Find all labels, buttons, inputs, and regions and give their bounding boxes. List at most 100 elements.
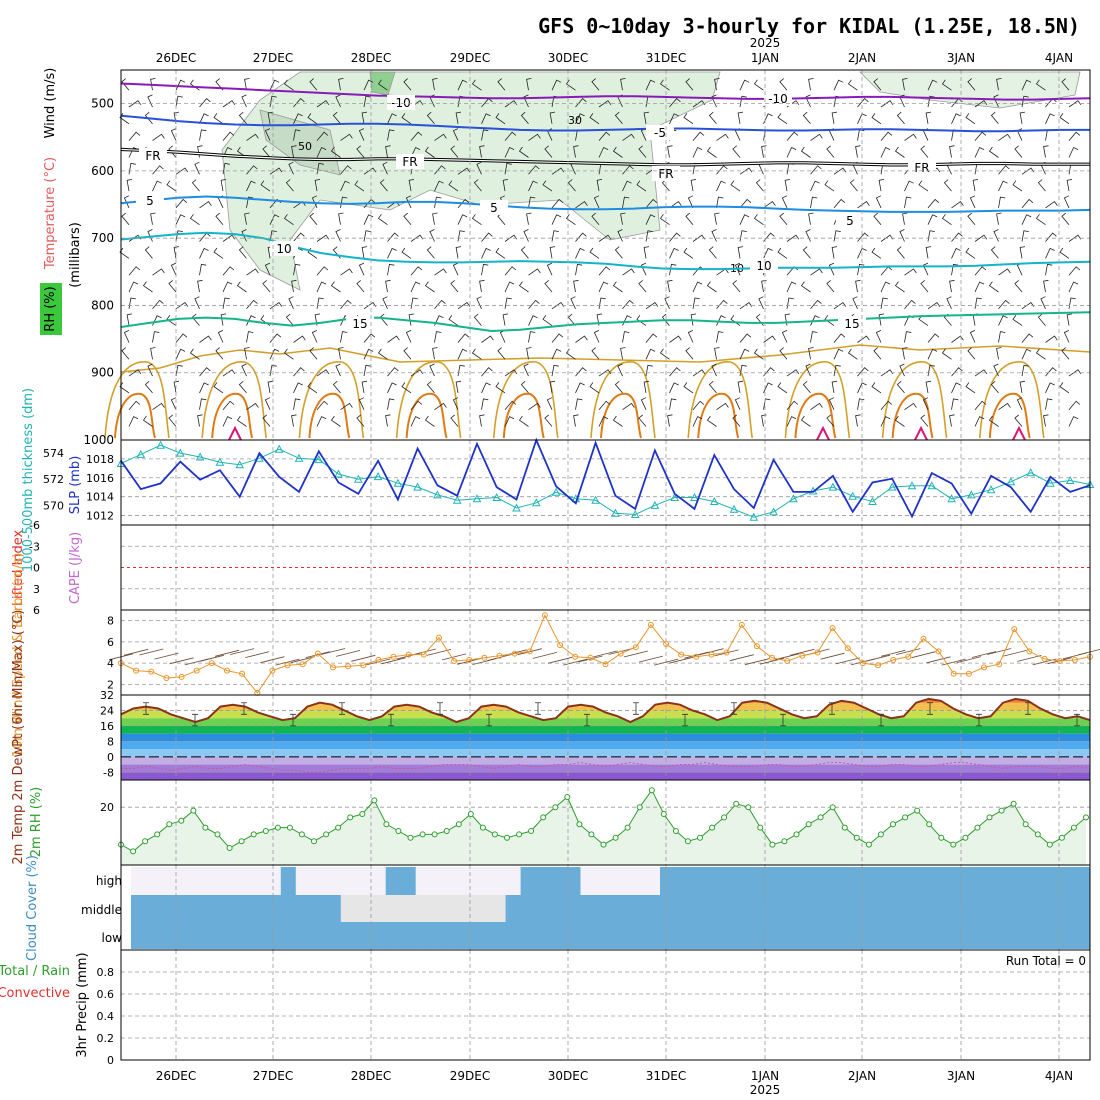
temp-band — [121, 772, 1090, 780]
wind-barb — [669, 113, 679, 124]
temp-band — [121, 749, 1090, 757]
wind-barb — [379, 313, 388, 326]
wind-barb — [965, 113, 976, 125]
cloud-cell — [445, 867, 462, 895]
wind-barb — [996, 212, 1002, 225]
wind-barb — [504, 146, 515, 158]
cloud-cell — [265, 867, 282, 895]
wind-barb — [739, 364, 747, 377]
wind-barb — [737, 246, 744, 259]
wind10m-point — [875, 662, 881, 669]
wind-barb — [168, 280, 177, 293]
wind10m-point — [163, 675, 170, 681]
lifted-tick-label: 6 — [33, 604, 40, 617]
wind10m-point — [405, 651, 412, 658]
wind-barb — [716, 196, 724, 208]
cloud-cell — [640, 895, 656, 922]
wind-barb — [643, 380, 650, 393]
wind-barb — [246, 196, 254, 208]
wind-barb — [692, 131, 705, 141]
wind-barb — [645, 333, 658, 343]
wind-barb — [222, 297, 230, 309]
wind10m-point — [738, 621, 745, 628]
temp2m-line — [120, 697, 1091, 724]
wind-barb — [810, 180, 820, 192]
wind10m-point — [148, 668, 155, 675]
wind-barb — [238, 111, 247, 125]
cloud-cell — [400, 895, 417, 922]
wind-barb — [763, 398, 771, 410]
wind-barb — [173, 246, 180, 259]
thickness-point — [986, 485, 996, 494]
wind-barb — [481, 398, 489, 410]
thickness-point — [393, 478, 403, 487]
wind-barb — [753, 348, 764, 360]
wind-barb-10m — [275, 658, 300, 666]
wind-barb-10m — [290, 656, 315, 664]
wind-barb — [716, 165, 728, 175]
rh2m-point — [793, 831, 800, 838]
cloud-cell — [325, 922, 342, 949]
wind-barb — [1061, 347, 1070, 360]
wind-barb — [476, 296, 482, 309]
wind-barb — [974, 266, 987, 276]
cloud-cell — [295, 895, 312, 922]
wind-barb — [408, 179, 415, 192]
cloud-cell — [370, 895, 387, 922]
wind-barb — [387, 335, 400, 343]
thickness-point — [531, 498, 541, 507]
wind-barb — [951, 232, 963, 242]
wind-barb — [126, 179, 133, 192]
wind-barb — [338, 347, 344, 360]
wind-barb — [316, 146, 327, 158]
wind-barb — [1045, 201, 1058, 209]
y-tick-label: 500 — [91, 97, 114, 111]
isotherm-label-bg — [270, 241, 298, 256]
date-label-2jan: 2JAN — [848, 1069, 876, 1083]
rh2m-point — [769, 841, 776, 848]
wind-barb — [965, 247, 976, 259]
wind-barb — [455, 111, 462, 124]
wind-barb — [551, 230, 559, 242]
wind-barb — [692, 416, 703, 427]
rh2m-point — [504, 834, 510, 841]
wind-barb — [528, 196, 536, 208]
cloud-cell — [565, 922, 581, 949]
wind-barb — [708, 246, 717, 259]
wind-barb — [1045, 398, 1053, 410]
cloud-cell — [625, 922, 641, 949]
wind-barb — [128, 131, 141, 141]
wind10m-line — [120, 614, 1091, 694]
wind-barb — [189, 348, 200, 360]
cloud-cell — [370, 867, 387, 895]
wind-barb — [222, 131, 235, 141]
wind-barb — [1068, 100, 1082, 108]
wind-barb — [598, 234, 612, 242]
wind-barb — [1063, 195, 1070, 209]
wind-barb — [638, 145, 647, 158]
hot-contour — [600, 392, 642, 439]
wind10m-point — [753, 643, 760, 650]
wind-barb — [542, 180, 553, 192]
wind-barb — [687, 330, 694, 343]
thickness-axis-label: 1000-500mb thickness (dm) — [21, 388, 36, 572]
wind-barb — [786, 162, 794, 175]
wind-barb — [951, 335, 964, 343]
wind-barb — [285, 179, 294, 192]
wind-barb — [855, 414, 861, 427]
temp-band — [121, 718, 1090, 726]
wind-barb — [244, 78, 250, 91]
wind-barb — [714, 78, 720, 91]
thickness-tick-label: 572 — [43, 473, 64, 486]
wind-barb-10m — [487, 654, 512, 661]
stability-panel: -6 -3 0 3 6 Lifted Index CAPE (J/kg) — [11, 519, 1091, 617]
wind-barb — [951, 201, 964, 209]
wind-barb — [871, 247, 882, 259]
wind-barb — [1021, 214, 1032, 225]
wind10m-point — [981, 664, 987, 671]
wind-barb — [293, 232, 305, 242]
wind-barb — [831, 380, 838, 393]
wind-barb — [457, 79, 468, 91]
wind-barb — [152, 299, 164, 310]
wind-barb — [739, 301, 753, 310]
